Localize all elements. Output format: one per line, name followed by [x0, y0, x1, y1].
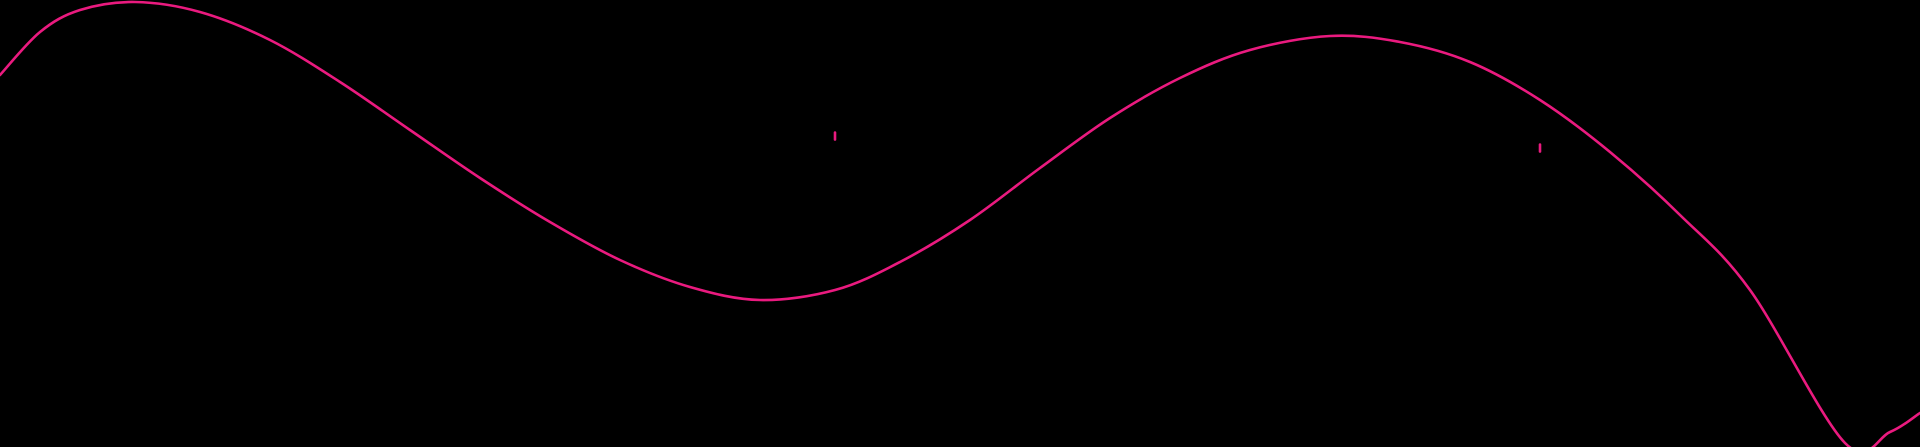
marker-layer — [833, 131, 1542, 153]
